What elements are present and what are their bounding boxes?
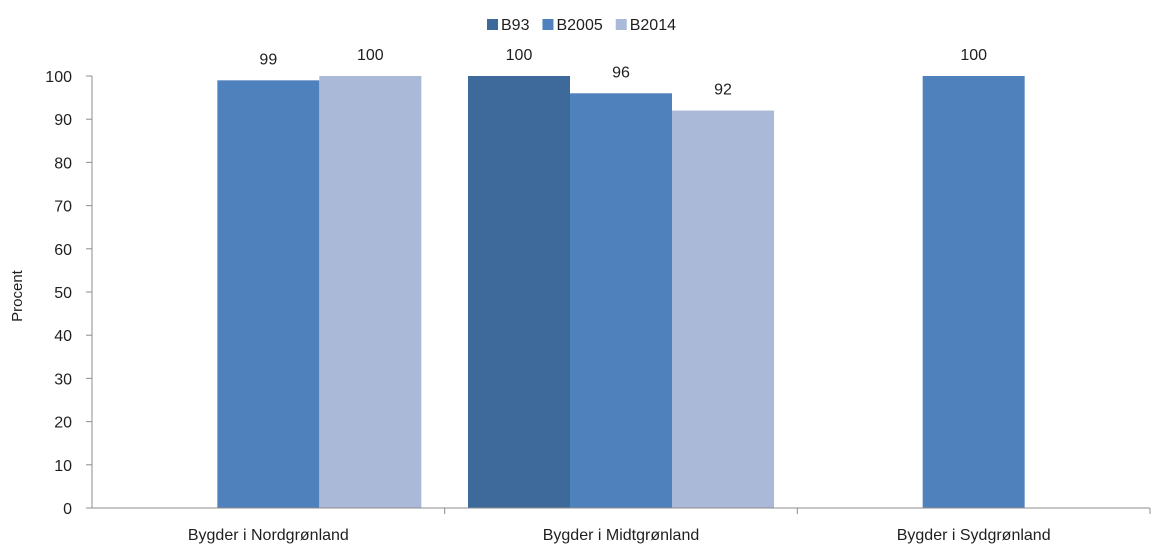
bar-b2014	[672, 110, 774, 508]
data-labels: 99 100 100 96 92 100	[259, 47, 987, 99]
x-category-label: Bygder i Midtgrønland	[543, 527, 700, 544]
y-tick-label: 100	[45, 69, 72, 86]
y-tick-label: 60	[54, 242, 72, 259]
y-tick-label: 40	[54, 328, 72, 345]
bar-b93	[468, 76, 570, 508]
x-category-label: Bygder i Nordgrønland	[188, 527, 349, 544]
legend-swatch	[542, 19, 554, 30]
legend-swatch	[615, 19, 627, 30]
y-tick-label: 80	[54, 155, 72, 172]
data-label: 100	[506, 47, 533, 64]
legend-label: B2005	[556, 17, 602, 34]
legend-label: B2014	[630, 17, 676, 34]
bar-b2005	[217, 80, 320, 508]
bar-b2014	[319, 76, 422, 508]
bars	[217, 76, 1025, 508]
y-tick-label: 10	[54, 458, 72, 475]
y-tick-label: 30	[54, 371, 72, 388]
x-axis: Bygder i Nordgrønland Bygder i Midtgrønla…	[92, 507, 1151, 544]
y-axis-ticks: 0 10 20 30 40 50 60 70 80 90 100	[45, 69, 93, 518]
y-tick-label: 50	[54, 285, 72, 302]
y-axis-title: Procent	[9, 269, 26, 322]
data-label: 100	[357, 47, 384, 64]
data-label: 92	[714, 82, 732, 99]
legend: B93 B2005 B2014	[487, 17, 676, 34]
y-tick-label: 70	[54, 199, 72, 216]
data-label: 96	[612, 64, 630, 81]
data-label: 99	[259, 51, 277, 68]
bar-b2005	[922, 76, 1025, 508]
data-label: 100	[960, 47, 987, 64]
legend-swatch	[487, 19, 498, 30]
y-tick-label: 0	[63, 501, 72, 518]
y-tick-label: 90	[54, 112, 72, 129]
x-category-label: Bygder i Sydgrønland	[897, 527, 1051, 544]
y-tick-label: 20	[54, 415, 72, 432]
legend-label: B93	[501, 17, 530, 34]
bar-b2005	[570, 93, 672, 508]
